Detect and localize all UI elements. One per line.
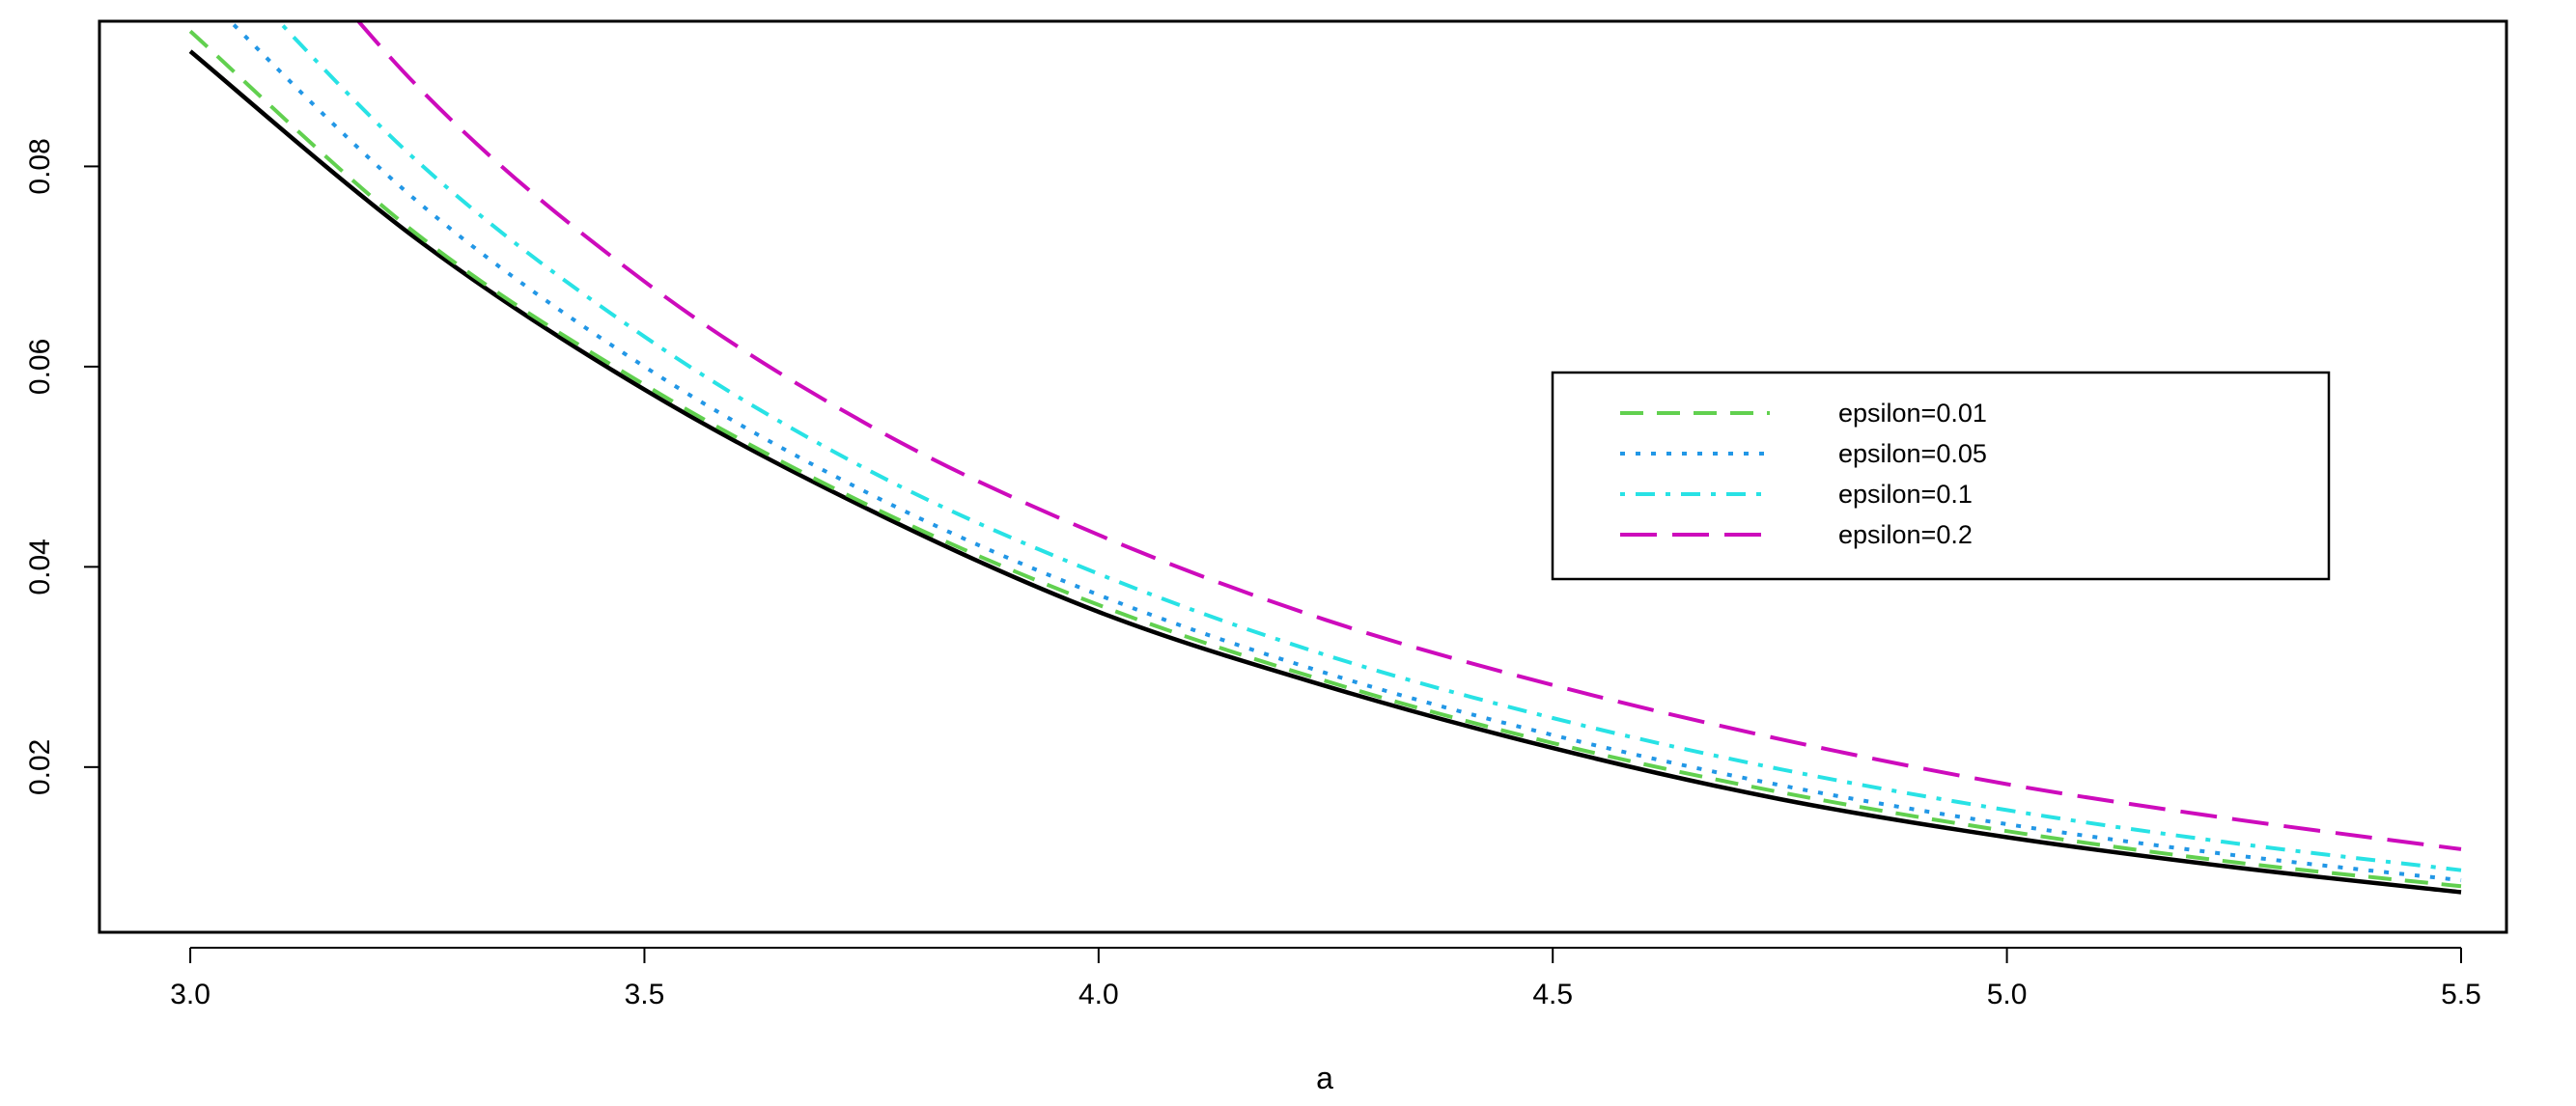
series-line-baseline <box>188 49 2462 895</box>
x-tick-label: 4.5 <box>1532 979 1573 1010</box>
x-axis-title: a <box>1316 1061 1333 1095</box>
x-tick-label: 3.5 <box>625 979 665 1010</box>
legend-box <box>1551 371 2331 581</box>
series-line-epsilon-0-01 <box>188 29 2462 889</box>
series-line-epsilon-0-1 <box>276 21 2462 872</box>
y-tick-label: 0.04 <box>24 539 56 594</box>
y-tick-label: 0.02 <box>24 739 56 795</box>
plot-frame <box>98 19 2508 934</box>
y-tick-label: 0.08 <box>24 138 56 194</box>
y-tick-label: 0.06 <box>24 339 56 395</box>
series-line-epsilon-0-2 <box>355 21 2462 851</box>
y-axis: 0.02 0.04 0.06 0.08 <box>24 138 99 795</box>
legend-label: epsilon=0.1 <box>1838 480 1973 509</box>
x-tick-label: 3.0 <box>170 979 210 1010</box>
x-tick-label: 4.0 <box>1078 979 1119 1010</box>
x-axis: 3.0 3.5 4.0 4.5 5.0 5.5 <box>170 947 2481 1010</box>
legend: epsilon=0.01 epsilon=0.05 epsilon=0.1 epsil… <box>1551 371 2331 581</box>
legend-label: epsilon=0.01 <box>1838 399 1987 428</box>
legend-label: epsilon=0.05 <box>1838 439 1987 468</box>
x-tick-label: 5.5 <box>2441 979 2481 1010</box>
legend-label: epsilon=0.2 <box>1838 520 1973 549</box>
x-tick-label: 5.0 <box>1987 979 2028 1010</box>
